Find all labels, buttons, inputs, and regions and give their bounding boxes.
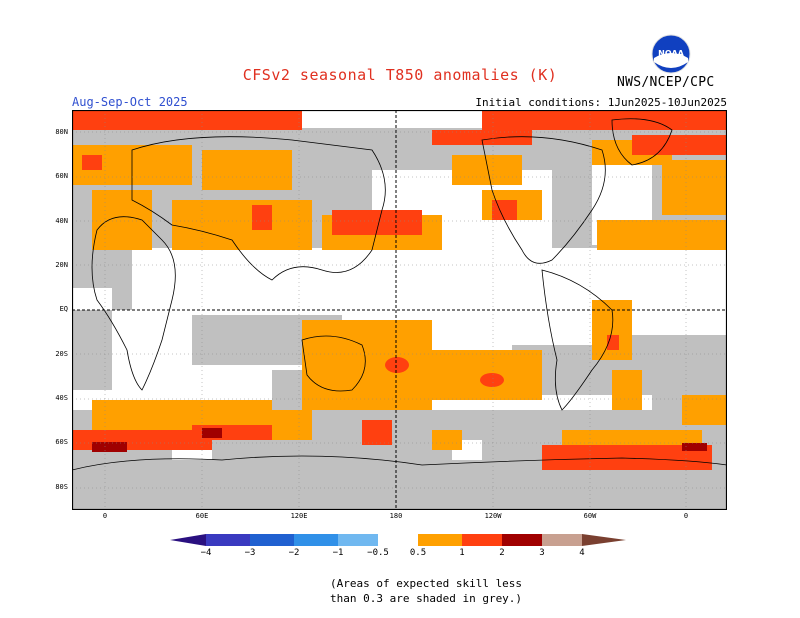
lat-label: 40N — [55, 217, 68, 225]
lon-label: 0 — [683, 512, 689, 520]
colorbar-label: 2 — [499, 548, 505, 558]
footnote-line: (Areas of expected skill less — [330, 577, 523, 590]
gridlines — [72, 110, 727, 510]
lon-label: 120W — [484, 512, 502, 520]
lat-label: 60S — [55, 438, 68, 446]
colorbar-label: 4 — [579, 548, 585, 558]
colorbar-arrow-right — [582, 534, 626, 546]
anomaly-2-3 — [92, 428, 707, 452]
map-frame — [72, 110, 727, 510]
lat-label: 40S — [55, 394, 68, 402]
colorbar-label: −2 — [288, 548, 300, 558]
colorbar-label: 0.5 — [409, 548, 427, 558]
lat-label: 60N — [55, 172, 68, 180]
initial-conditions-label: Initial conditions: 1Jun2025-10Jun2025 — [475, 96, 727, 109]
colorbar-label: −1 — [332, 548, 344, 558]
lat-label: 20N — [55, 261, 68, 269]
footnote: (Areas of expected skill less than 0.3 a… — [330, 576, 550, 606]
lon-label: 0 — [102, 512, 108, 520]
colorbar-label: 3 — [539, 548, 545, 558]
lon-label: 60W — [583, 512, 597, 520]
agency-label: NWS/NCEP/CPC — [617, 75, 715, 90]
coastlines — [72, 118, 727, 471]
colorbar-label: −3 — [244, 548, 256, 558]
lon-label: 180 — [389, 512, 403, 520]
lat-label: 20S — [55, 350, 68, 358]
season-label: Aug-Sep-Oct 2025 — [72, 95, 188, 109]
lat-label: 80S — [55, 483, 68, 491]
colorbar-label: 1 — [459, 548, 465, 558]
logo-text: NOAA — [658, 49, 684, 58]
colorbar-label: −0.5 — [367, 548, 389, 558]
lat-label: 80N — [55, 128, 68, 136]
footnote-line: than 0.3 are shaded in grey.) — [330, 592, 523, 605]
anomaly-map — [72, 110, 727, 510]
noaa-logo-icon: NOAA — [651, 34, 691, 74]
colorbar-label: −4 — [200, 548, 212, 558]
chart-title: CFSv2 seasonal T850 anomalies (K) — [242, 66, 558, 84]
colorbar-arrow-left — [170, 534, 206, 546]
lon-label: 60E — [195, 512, 209, 520]
lat-label: EQ — [59, 305, 68, 313]
colorbar — [170, 534, 626, 546]
lon-label: 120E — [290, 512, 308, 520]
